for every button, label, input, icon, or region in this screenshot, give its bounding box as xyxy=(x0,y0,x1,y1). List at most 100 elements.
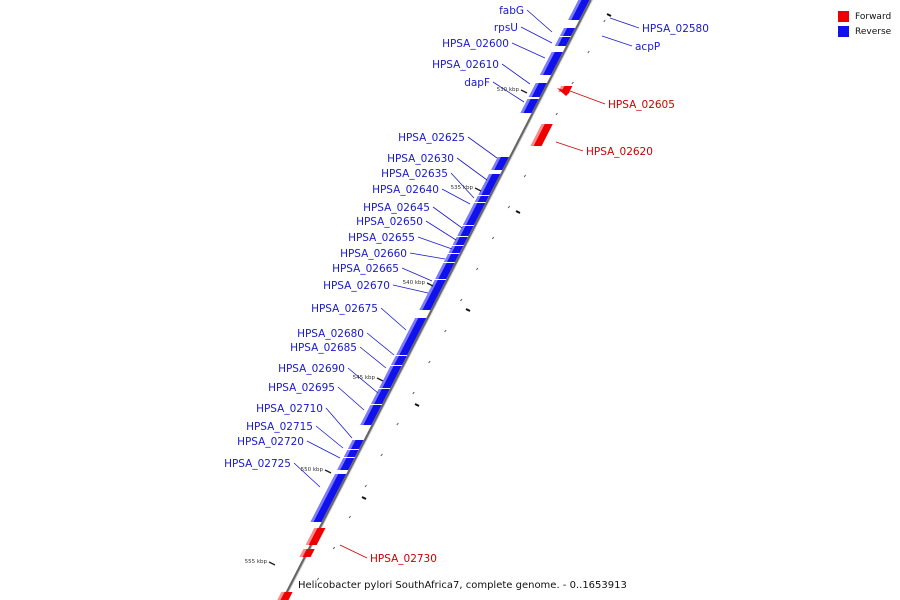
gene-feature-highlight xyxy=(568,0,582,20)
major-mark xyxy=(361,496,367,500)
label-leader-line xyxy=(325,407,353,439)
gene-label-hpsa-02660[interactable]: HPSA_02660 xyxy=(340,248,407,260)
gene-label-rpsu[interactable]: rpsU xyxy=(494,22,518,34)
gene-feature-highlight xyxy=(560,28,568,36)
reverse-swatch xyxy=(838,26,849,37)
gene-label-hpsa-02620[interactable]: HPSA_02620 xyxy=(586,146,653,158)
minor-mark xyxy=(348,515,351,519)
gene-label-hpsa-02725[interactable]: HPSA_02725 xyxy=(224,458,291,470)
forward-label: Forward xyxy=(855,11,892,22)
genome-backbone xyxy=(281,0,593,600)
genome-backbone-shadow xyxy=(284,0,593,600)
gene-label-fabg[interactable]: fabG xyxy=(499,5,524,17)
label-leader-line xyxy=(315,425,344,449)
kbp-tick-label: 540 kbp xyxy=(403,280,426,286)
label-leader-line xyxy=(337,386,365,411)
label-leader-line xyxy=(467,136,498,159)
minor-mark xyxy=(332,546,336,550)
gene-label-hpsa-02610[interactable]: HPSA_02610 xyxy=(432,59,499,71)
gene-feature-highlight xyxy=(554,37,563,46)
minor-mark xyxy=(507,205,511,209)
label-leader-line xyxy=(555,141,584,152)
kbp-tick-label: 545 kbp xyxy=(353,375,376,381)
label-leader-line xyxy=(359,346,387,369)
minor-mark xyxy=(555,112,558,116)
gene-feature-highlight xyxy=(452,237,460,245)
label-leader-line xyxy=(526,9,553,33)
kbp-tick-mark xyxy=(474,187,482,192)
gene-feature-highlight xyxy=(444,254,452,262)
label-leader-line xyxy=(293,462,321,488)
gene-label-hpsa-02720[interactable]: HPSA_02720 xyxy=(237,436,304,448)
gene-feature-highlight xyxy=(520,99,531,113)
kbp-tick-mark xyxy=(324,469,332,474)
gene-label-hpsa-02645[interactable]: HPSA_02645 xyxy=(363,202,430,214)
gene-feature-highlight xyxy=(435,263,447,279)
minor-mark xyxy=(460,298,463,302)
gene-label-hpsa-02685[interactable]: HPSA_02685 xyxy=(290,342,357,354)
label-leader-line xyxy=(511,42,546,59)
gene-label-hpsa-02630[interactable]: HPSA_02630 xyxy=(387,153,454,165)
kbp-tick-label: 550 kbp xyxy=(301,467,324,473)
minor-mark xyxy=(364,484,367,488)
major-mark xyxy=(515,210,521,214)
kbp-tick-mark xyxy=(520,89,528,94)
gene-label-hpsa-02600[interactable]: HPSA_02600 xyxy=(442,38,509,50)
gene-label-acpp[interactable]: acpP xyxy=(635,41,660,53)
kbp-tick-mark xyxy=(426,282,434,287)
label-leader-line xyxy=(432,206,463,229)
gene-label-hpsa-02730[interactable]: HPSA_02730 xyxy=(370,553,437,565)
minor-mark xyxy=(475,267,479,271)
gene-feature-highlight xyxy=(310,474,339,522)
gene-label-hpsa-02665[interactable]: HPSA_02665 xyxy=(332,263,399,275)
gene-feature-highlight xyxy=(396,318,419,355)
label-leader-line xyxy=(492,81,525,103)
kbp-tick-label: 535 kbp xyxy=(451,185,474,191)
kbp-tick-label: 555 kbp xyxy=(245,559,268,565)
major-mark xyxy=(414,403,420,407)
minor-mark xyxy=(491,236,495,240)
reverse-label: Reverse xyxy=(855,26,892,37)
gene-label-hpsa-02680[interactable]: HPSA_02680 xyxy=(297,328,364,340)
gene-label-hpsa-02715[interactable]: HPSA_02715 xyxy=(246,421,313,433)
gene-label-hpsa-02625[interactable]: HPSA_02625 xyxy=(398,132,465,144)
gene-feature-highlight xyxy=(379,366,394,388)
minor-mark xyxy=(587,50,590,54)
gene-label-hpsa-02605[interactable]: HPSA_02605 xyxy=(608,99,675,111)
gene-label-hpsa-02650[interactable]: HPSA_02650 xyxy=(356,216,423,228)
gene-label-hpsa-02655[interactable]: HPSA_02655 xyxy=(348,232,415,244)
minor-mark xyxy=(603,19,606,23)
kbp-tick-mark xyxy=(268,561,276,566)
gene-feature-highlight xyxy=(277,592,285,600)
gene-label-hpsa-02635[interactable]: HPSA_02635 xyxy=(381,168,448,180)
gene-label-hpsa-02690[interactable]: HPSA_02690 xyxy=(278,363,345,375)
gene-label-hpsa-02675[interactable]: HPSA_02675 xyxy=(311,303,378,315)
gene-label-hpsa-02670[interactable]: HPSA_02670 xyxy=(323,280,390,292)
gene-feature-highlight xyxy=(530,124,545,146)
gene-arrow-hpsa-02605 xyxy=(557,88,570,96)
label-leader-line xyxy=(520,26,553,44)
gene-feature-highlight xyxy=(474,196,481,202)
gene-feature-highlight xyxy=(305,528,318,545)
minor-mark xyxy=(412,391,415,395)
gene-feature-highlight xyxy=(337,458,347,470)
minor-mark xyxy=(428,360,431,364)
forward-swatch xyxy=(838,11,849,22)
label-leader-line xyxy=(450,172,475,199)
kbp-tick-mark xyxy=(376,377,384,382)
gene-feature-highlight xyxy=(299,549,307,557)
label-leader-line xyxy=(456,157,488,181)
legend-item-reverse: Reverse xyxy=(838,24,891,39)
gene-feature-highlight xyxy=(448,246,456,253)
gene-label-hpsa-02695[interactable]: HPSA_02695 xyxy=(268,382,335,394)
gene-label-dapf[interactable]: dapF xyxy=(464,77,490,89)
legend-item-forward: Forward xyxy=(838,9,891,24)
label-leader-line xyxy=(380,307,407,331)
label-leader-line xyxy=(401,267,433,282)
gene-feature-highlight xyxy=(343,450,351,457)
gene-label-hpsa-02710[interactable]: HPSA_02710 xyxy=(256,403,323,415)
minor-mark xyxy=(571,81,574,85)
gene-label-hpsa-02580[interactable]: HPSA_02580 xyxy=(642,23,709,35)
gene-label-hpsa-02640[interactable]: HPSA_02640 xyxy=(372,184,439,196)
